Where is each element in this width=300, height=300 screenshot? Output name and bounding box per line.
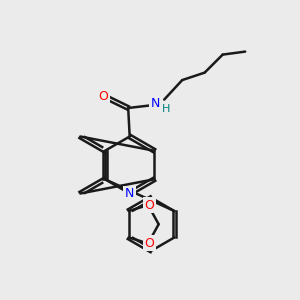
Text: O: O — [99, 89, 109, 103]
Text: O: O — [145, 237, 154, 250]
Text: N: N — [125, 187, 134, 200]
Text: N: N — [151, 97, 160, 110]
Text: O: O — [145, 199, 154, 212]
Text: H: H — [162, 103, 170, 114]
